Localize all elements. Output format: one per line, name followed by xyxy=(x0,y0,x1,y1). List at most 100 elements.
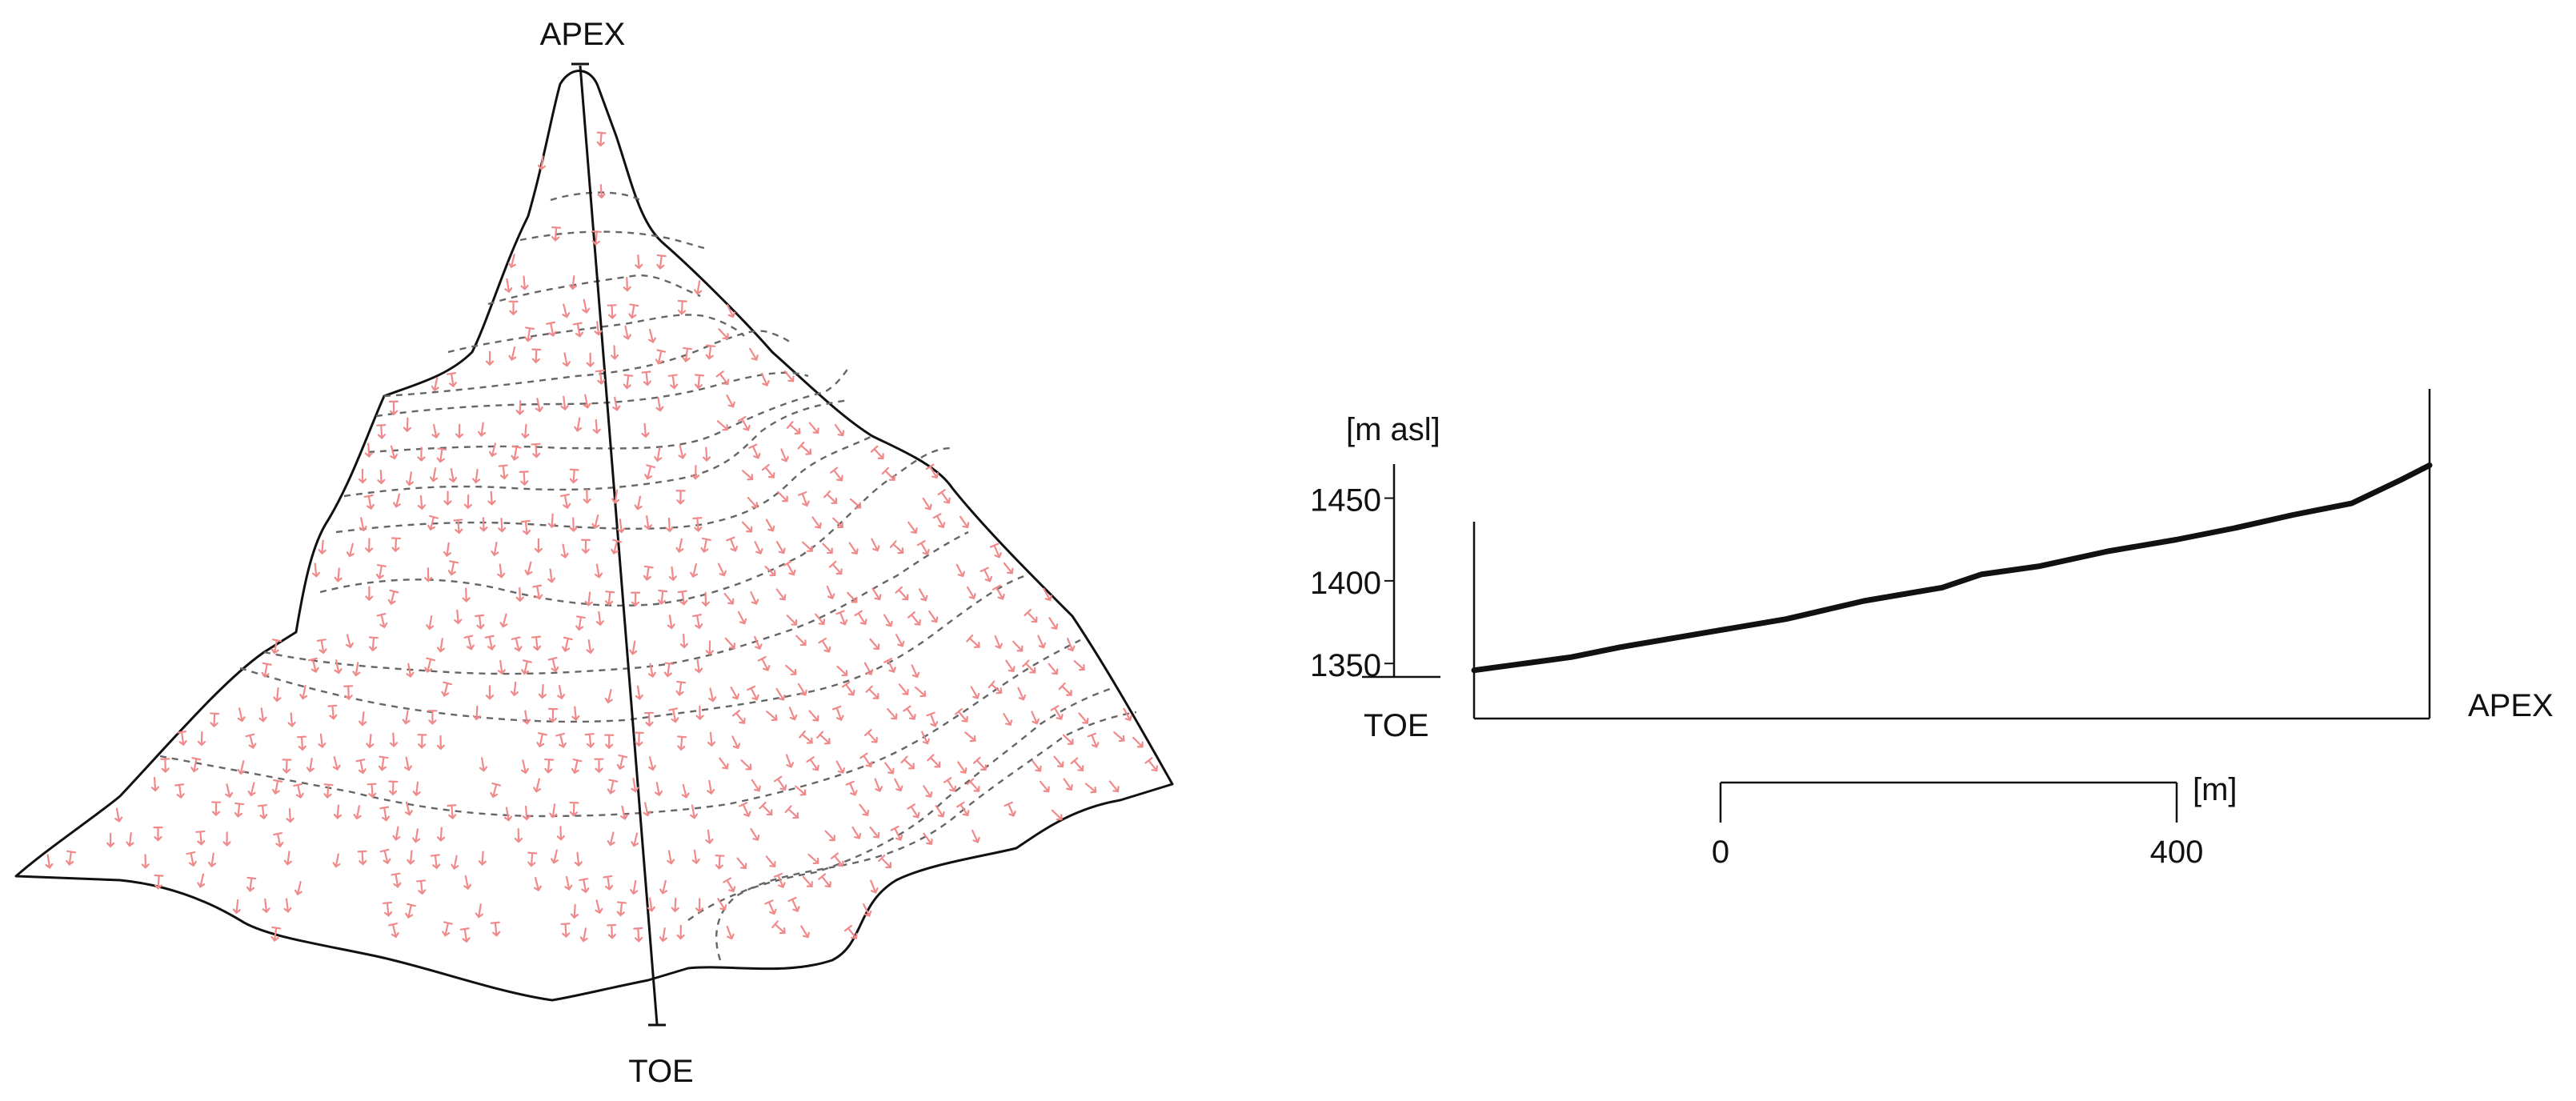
displacement-symbol xyxy=(604,734,615,750)
displacement-symbol xyxy=(800,925,810,939)
displacement-symbol xyxy=(783,370,795,382)
displacement-symbol xyxy=(379,848,391,865)
displacement-symbol xyxy=(365,586,374,602)
displacement-symbol xyxy=(695,705,704,721)
displacement-symbol xyxy=(569,468,579,484)
displacement-symbol xyxy=(560,923,571,939)
displacement-symbol xyxy=(367,783,377,799)
displacement-symbol xyxy=(863,662,874,675)
displacement-symbol xyxy=(634,495,643,510)
displacement-symbol xyxy=(306,757,314,773)
displacement-symbol xyxy=(629,640,638,655)
displacement-symbol xyxy=(417,494,427,510)
displacement-symbol xyxy=(1003,713,1013,727)
displacement-symbol xyxy=(580,538,591,555)
displacement-symbol xyxy=(270,926,282,943)
displacement-symbol xyxy=(742,470,754,481)
displacement-symbol xyxy=(750,591,759,606)
displacement-symbol xyxy=(379,806,391,822)
displacement-symbol xyxy=(604,689,613,704)
displacement-symbol xyxy=(271,779,283,795)
displacement-symbol xyxy=(1003,562,1014,575)
displacement-symbol xyxy=(334,659,343,675)
contour-lines xyxy=(159,191,1137,961)
displacement-symbol xyxy=(572,322,583,338)
displacement-symbol xyxy=(594,563,603,579)
displacement-symbol xyxy=(795,635,807,647)
displacement-symbol xyxy=(715,855,725,870)
displacement-symbol xyxy=(654,446,663,462)
displacement-symbol xyxy=(726,925,735,940)
displacement-symbol xyxy=(296,735,307,751)
displacement-symbol xyxy=(663,662,675,678)
displacement-symbol xyxy=(190,757,202,773)
displacement-symbol xyxy=(346,634,354,649)
displacement-symbol xyxy=(436,638,446,653)
displacement-symbol xyxy=(766,711,778,722)
displacement-symbol xyxy=(631,778,639,793)
displacement-symbol xyxy=(808,422,819,434)
displacement-symbol xyxy=(511,636,523,652)
displacement-symbol xyxy=(559,493,571,510)
displacement-symbol xyxy=(694,374,705,390)
displacement-symbol xyxy=(514,828,523,843)
displacement-symbol xyxy=(610,345,619,360)
displacement-symbol xyxy=(708,687,717,703)
displacement-symbol xyxy=(424,567,433,583)
displacement-symbol xyxy=(849,498,862,509)
displacement-symbol xyxy=(562,636,573,653)
displacement-symbol xyxy=(282,759,292,775)
displacement-symbol xyxy=(957,761,968,774)
displacement-symbol xyxy=(655,349,667,365)
displacement-symbol xyxy=(454,609,463,625)
displacement-symbol xyxy=(402,710,411,725)
displacement-symbol xyxy=(773,775,787,791)
displacement-symbol xyxy=(883,614,893,627)
displacement-symbol xyxy=(759,802,773,816)
displacement-symbol xyxy=(475,903,483,919)
displacement-symbol xyxy=(691,849,700,865)
elevation-unit-label: [m asl] xyxy=(1346,412,1440,447)
displacement-symbol xyxy=(818,873,831,888)
displacement-symbol xyxy=(316,639,327,655)
displacement-symbol xyxy=(490,921,501,937)
displacement-symbol xyxy=(1070,757,1084,771)
displacement-symbol xyxy=(195,830,206,846)
displacement-symbol xyxy=(760,372,770,387)
displacement-symbol xyxy=(690,804,699,819)
displacement-symbol xyxy=(620,805,629,820)
displacement-symbol xyxy=(925,463,939,479)
displacement-symbol xyxy=(546,321,557,337)
displacement-symbol xyxy=(307,657,319,674)
displacement-symbol xyxy=(443,542,452,558)
displacement-symbol xyxy=(487,490,496,506)
displacement-symbol xyxy=(507,254,516,269)
displacement-symbol xyxy=(406,663,415,679)
displacement-symbol xyxy=(878,854,892,869)
displacement-symbol xyxy=(510,681,519,697)
displacement-symbol xyxy=(1053,755,1064,768)
displacement-symbol xyxy=(737,415,751,431)
displacement-symbols xyxy=(45,131,1159,943)
displacement-symbol xyxy=(463,875,472,891)
displacement-symbol xyxy=(822,542,833,555)
displacement-symbol xyxy=(903,705,916,720)
displacement-symbol xyxy=(826,585,835,600)
displacement-symbol xyxy=(726,536,739,552)
contour-line xyxy=(487,274,701,306)
displacement-symbol xyxy=(1012,640,1024,652)
displacement-symbol xyxy=(887,708,898,720)
profile-apex-label: APEX xyxy=(2468,688,2554,723)
displacement-symbol xyxy=(491,541,499,557)
displacement-symbol xyxy=(1039,780,1050,793)
displacement-symbol xyxy=(186,851,197,867)
displacement-symbol xyxy=(368,636,379,652)
displacement-symbol xyxy=(503,807,513,822)
displacement-symbol xyxy=(273,831,284,848)
displacement-symbol xyxy=(375,563,387,580)
displacement-symbol xyxy=(647,663,656,679)
displacement-symbol xyxy=(643,565,654,581)
displacement-symbol xyxy=(677,590,688,606)
displacement-symbol xyxy=(405,903,416,919)
displacement-symbol xyxy=(551,849,559,864)
